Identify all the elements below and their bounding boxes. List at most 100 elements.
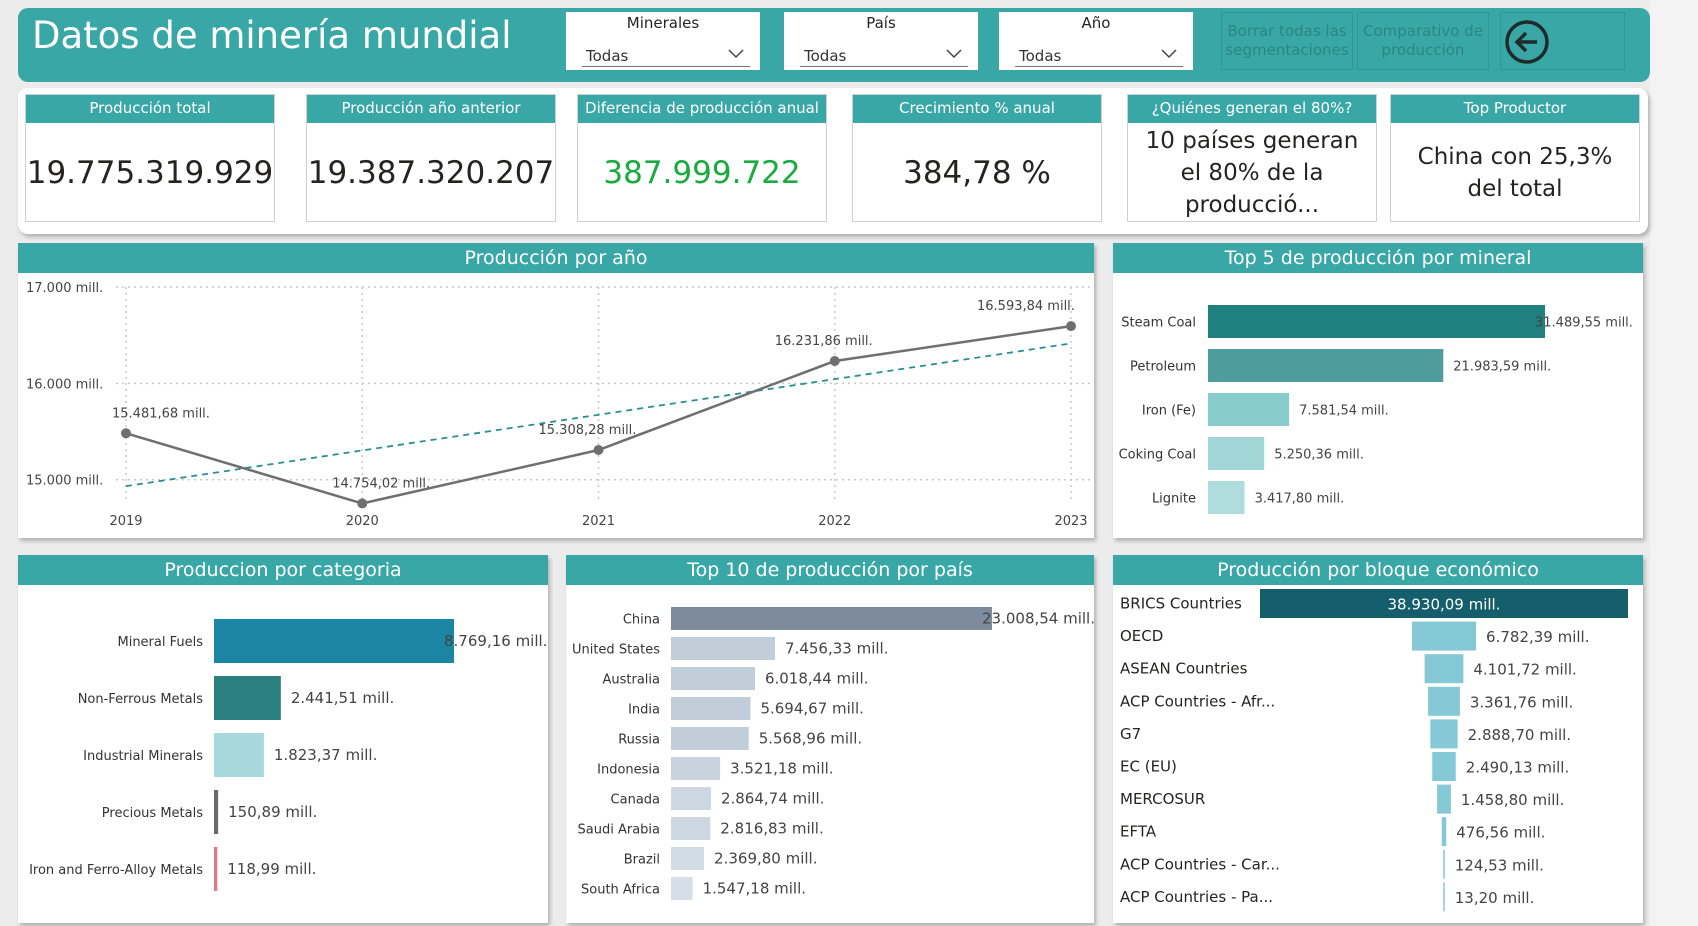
data-label: 1.823,37 mill. bbox=[274, 746, 377, 764]
data-label: 7.581,54 mill. bbox=[1299, 404, 1389, 419]
panel-produccion-por-anio: Producción por año 15.000 mill. 16.000 mi… bbox=[18, 243, 1094, 538]
y-tick-label: 16.000 mill. bbox=[26, 377, 103, 392]
category-label: Precious Metals bbox=[102, 806, 203, 821]
bar bbox=[1208, 305, 1545, 338]
category-label: Iron and Ferro-Alloy Metals bbox=[29, 863, 203, 878]
category-label: Petroleum bbox=[1130, 360, 1196, 375]
category-label: ACP Countries - Afr... bbox=[1120, 692, 1275, 710]
chart-title: Producción por bloque económico bbox=[1113, 555, 1643, 585]
category-label: ASEAN Countries bbox=[1120, 660, 1248, 678]
slicer-dropdown[interactable]: Todas bbox=[582, 42, 750, 67]
data-point bbox=[593, 445, 604, 456]
category-label: Brazil bbox=[624, 853, 660, 868]
kpi-value: 19.775.319.929 bbox=[26, 155, 274, 191]
bar bbox=[671, 757, 721, 780]
bar bbox=[671, 847, 705, 870]
bar bbox=[671, 817, 711, 840]
data-label: 1.458,80 mill. bbox=[1461, 791, 1564, 809]
bar bbox=[214, 619, 454, 663]
kpi-value: 10 países generan el 80% de la producció… bbox=[1145, 128, 1359, 218]
category-label: India bbox=[628, 703, 660, 718]
back-button[interactable] bbox=[1500, 12, 1625, 70]
bar bbox=[1443, 882, 1445, 912]
chart-title: Producción por año bbox=[18, 243, 1094, 273]
category-label: Non-Ferrous Metals bbox=[78, 692, 204, 707]
bar bbox=[1260, 589, 1628, 618]
data-label: 15.481,68 mill. bbox=[112, 406, 210, 421]
data-label: 15.308,28 mill. bbox=[539, 423, 637, 438]
data-label: 6.782,39 mill. bbox=[1486, 628, 1589, 646]
category-label: Russia bbox=[618, 733, 660, 748]
category-label: Coking Coal bbox=[1119, 448, 1196, 463]
category-label: G7 bbox=[1120, 725, 1141, 743]
category-label: OECD bbox=[1120, 627, 1163, 645]
bar bbox=[1437, 784, 1451, 814]
bar bbox=[1424, 654, 1464, 684]
kpi-card-produccion-total: Producción total 19.775.319.929 bbox=[25, 94, 275, 222]
bar bbox=[214, 790, 219, 834]
data-label: 124,53 mill. bbox=[1455, 856, 1544, 874]
slicer-anio[interactable]: Año Todas bbox=[999, 12, 1193, 70]
bar bbox=[1432, 752, 1456, 781]
category-label: United States bbox=[572, 643, 660, 658]
scrollbar[interactable] bbox=[1650, 0, 1698, 926]
kpi-value: China con 25,3% del total bbox=[1417, 144, 1613, 202]
compare-production-button[interactable]: Comparativo de producción bbox=[1357, 12, 1489, 70]
category-label: Canada bbox=[611, 793, 660, 808]
slicer-minerales[interactable]: Minerales Todas bbox=[566, 12, 760, 70]
y-tick-label: 17.000 mill. bbox=[26, 281, 103, 296]
kpi-value: 384,78 % bbox=[903, 155, 1051, 191]
x-tick-label: 2023 bbox=[1054, 514, 1087, 529]
data-label: 1.547,18 mill. bbox=[703, 880, 806, 898]
kpi-label: Diferencia de producción anual bbox=[578, 95, 826, 123]
category-label: BRICS Countries bbox=[1120, 595, 1242, 613]
data-label: 14.754,02 mill. bbox=[332, 476, 430, 491]
slicer-value: Todas bbox=[804, 47, 847, 65]
data-label: 5.568,96 mill. bbox=[759, 730, 862, 748]
chart-title: Top 5 de producción por mineral bbox=[1113, 243, 1643, 273]
data-label: 2.369,80 mill. bbox=[714, 850, 817, 868]
bar bbox=[1208, 393, 1290, 426]
kpi-label: ¿Quiénes generan el 80%? bbox=[1128, 95, 1376, 123]
data-label: 7.456,33 mill. bbox=[785, 640, 888, 658]
data-point bbox=[121, 428, 131, 439]
bar bbox=[214, 847, 218, 891]
category-label: ACP Countries - Car... bbox=[1120, 855, 1280, 873]
panel-bloque-economico: Producción por bloque económico BRICS Co… bbox=[1113, 555, 1643, 923]
data-label: 5.250,36 mill. bbox=[1274, 448, 1364, 463]
line-chart: 15.000 mill. 16.000 mill. 17.000 mill. 2019… bbox=[26, 281, 1093, 529]
slicer-dropdown[interactable]: Todas bbox=[1015, 42, 1183, 67]
kpi-value: 19.387.320.207 bbox=[307, 155, 555, 191]
page-title: Datos de minería mundial bbox=[32, 14, 512, 57]
data-label: 2.816,83 mill. bbox=[720, 820, 823, 838]
x-tick-label: 2022 bbox=[818, 514, 851, 529]
kpi-value: 387.999.722 bbox=[603, 155, 801, 191]
x-tick-label: 2019 bbox=[109, 514, 142, 529]
bar bbox=[1411, 621, 1477, 651]
data-label: 476,56 mill. bbox=[1456, 824, 1545, 842]
slicer-label: Minerales bbox=[626, 14, 700, 32]
kpi-card-top-productor: Top Productor China con 25,3% del total bbox=[1390, 94, 1640, 222]
data-label: 8.769,16 mill. bbox=[444, 632, 547, 650]
data-label: 3.417,80 mill. bbox=[1255, 492, 1345, 507]
category-label: Indonesia bbox=[597, 763, 660, 778]
data-label: 118,99 mill. bbox=[227, 860, 316, 878]
chevron-down-icon bbox=[946, 49, 962, 59]
x-tick-label: 2020 bbox=[346, 514, 379, 529]
slicer-dropdown[interactable]: Todas bbox=[800, 42, 968, 67]
bar bbox=[214, 733, 264, 777]
chevron-down-icon bbox=[1161, 49, 1177, 59]
data-label: 31.489,55 mill. bbox=[1535, 316, 1633, 331]
bar bbox=[671, 727, 749, 750]
panel-produccion-categoria: Produccion por categoria Mineral Fuels 8.… bbox=[18, 555, 548, 923]
trend-line bbox=[125, 342, 1072, 488]
category-label: Australia bbox=[602, 673, 660, 688]
bar bbox=[671, 667, 755, 690]
bar bbox=[671, 607, 992, 630]
slicer-value: Todas bbox=[586, 47, 629, 65]
clear-slicers-button[interactable]: Borrar todas las segmentaciones bbox=[1221, 12, 1353, 70]
bar bbox=[1443, 849, 1445, 879]
data-label: 2.490,13 mill. bbox=[1466, 759, 1569, 777]
slicer-pais[interactable]: País Todas bbox=[784, 12, 978, 70]
kpi-label: Producción total bbox=[26, 95, 274, 123]
